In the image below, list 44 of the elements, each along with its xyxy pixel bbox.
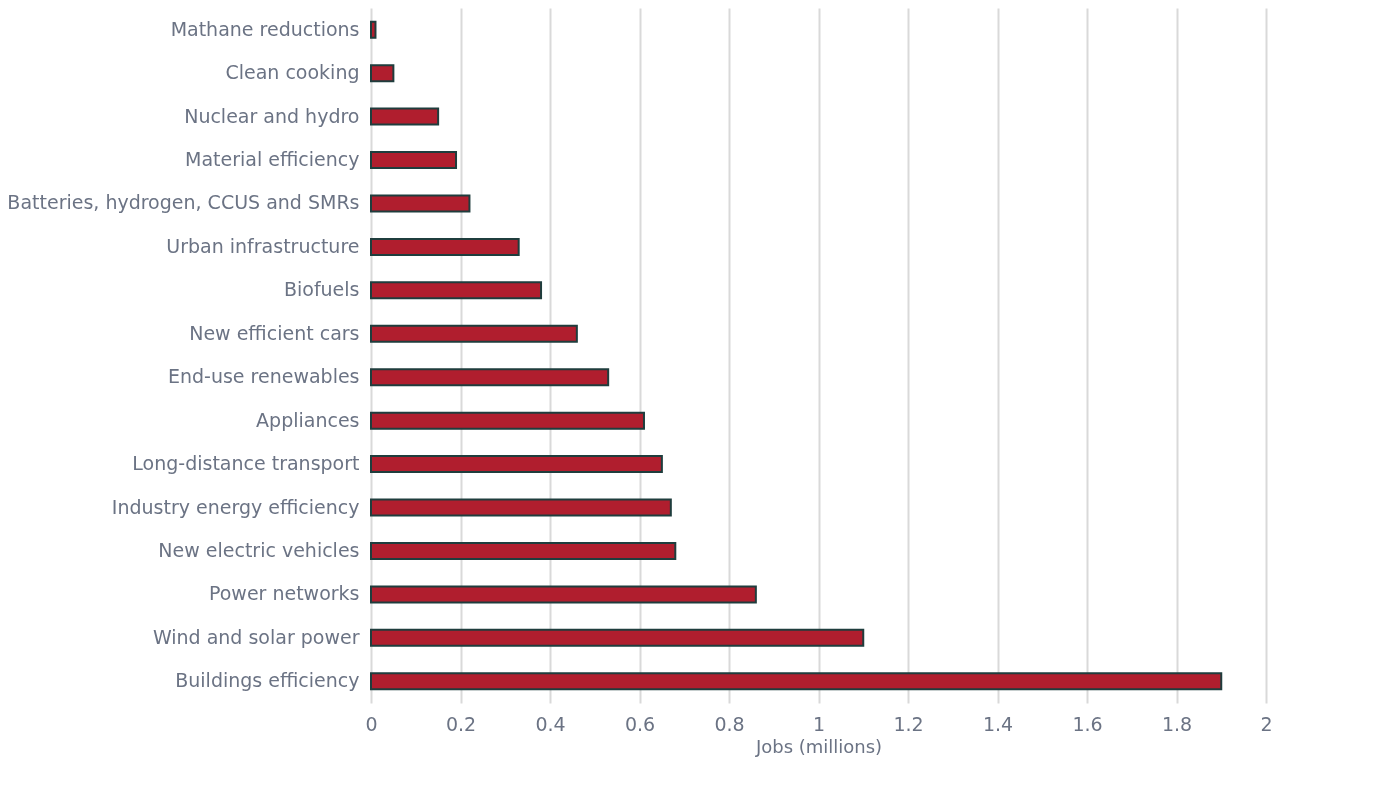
x-tick-label: 0	[365, 712, 378, 735]
x-tick-label: 1.4	[982, 712, 1014, 735]
bar	[370, 455, 663, 474]
y-tick-label: Power networks	[208, 582, 360, 605]
y-tick-label: New efficient cars	[189, 321, 360, 344]
bar	[370, 281, 543, 300]
bar	[370, 411, 645, 430]
bar	[370, 107, 440, 126]
bar	[370, 498, 672, 517]
x-tick-label: 0.4	[535, 712, 566, 735]
x-tick-label: 2	[1260, 712, 1273, 735]
bar	[370, 585, 757, 604]
bar	[370, 628, 865, 647]
bar	[370, 151, 458, 170]
y-tick-label: Material efficiency	[185, 148, 360, 171]
y-tick-label: Batteries, hydrogen, CCUS and SMRs	[7, 191, 360, 214]
y-tick-label: Urban infrastructure	[166, 234, 360, 257]
y-tick-label: End-use renewables	[167, 365, 360, 388]
y-tick-label: Wind and solar power	[152, 625, 360, 648]
x-tick-label: 1.2	[893, 712, 924, 735]
y-tick-label: Mathane reductions	[170, 17, 360, 40]
bar	[370, 368, 610, 387]
bar	[370, 237, 520, 256]
bar	[370, 324, 578, 343]
x-axis-title: Jobs (millions)	[754, 735, 883, 757]
y-tick-label: Clean cooking	[225, 61, 360, 84]
bar	[370, 20, 377, 39]
x-tick-label: 0.6	[624, 712, 656, 735]
x-tick-label: 1.8	[1161, 712, 1193, 735]
bar	[370, 64, 395, 83]
y-tick-label: Industry energy efficiency	[111, 495, 360, 518]
y-tick-label: Buildings efficiency	[175, 669, 360, 692]
y-tick-label: Long-distance transport	[132, 452, 360, 475]
y-tick-label: Appliances	[256, 408, 360, 431]
bar	[370, 541, 677, 560]
bar	[370, 672, 1223, 691]
y-tick-label: Biofuels	[283, 278, 360, 301]
y-tick-label: Nuclear and hydro	[184, 104, 360, 127]
y-tick-label: New electric vehicles	[158, 538, 360, 561]
x-tick-label: 0.2	[445, 712, 477, 735]
x-tick-label: 0.8	[714, 712, 745, 735]
x-tick-label: 1.6	[1072, 712, 1103, 735]
x-tick-label: 1	[812, 712, 826, 735]
bar	[370, 194, 471, 213]
